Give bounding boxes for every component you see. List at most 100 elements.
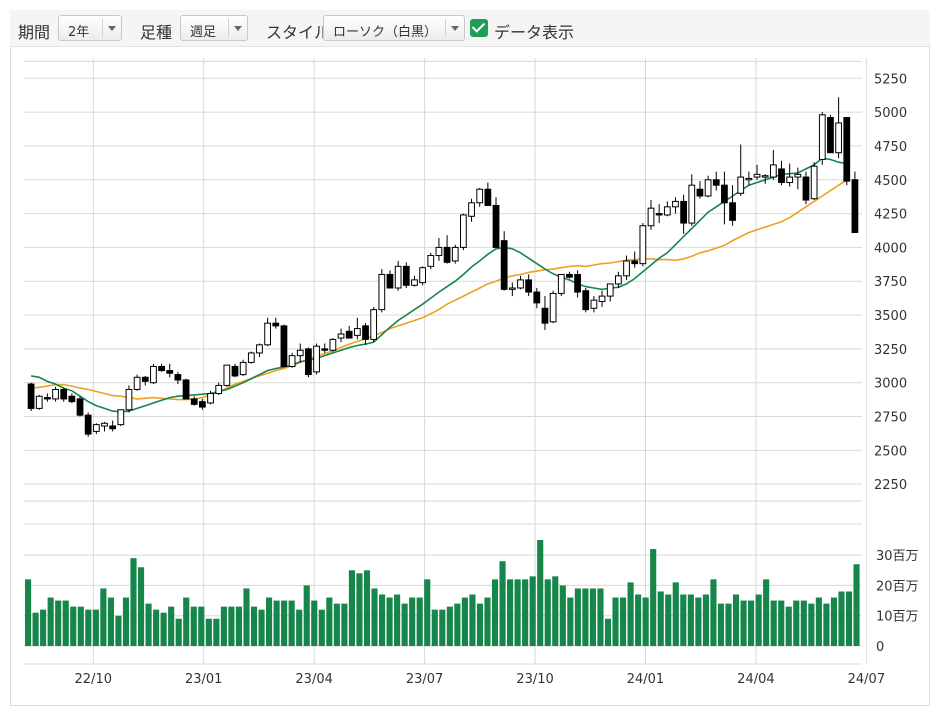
volume-bar	[657, 591, 664, 646]
price-axis-label: 3000	[874, 377, 907, 392]
candle-down	[198, 401, 206, 408]
volume-bar	[153, 609, 160, 646]
volume-bar	[619, 597, 627, 646]
volume-bar	[77, 606, 84, 646]
candle-up	[239, 361, 247, 376]
volume-bar	[567, 597, 574, 646]
candle-down	[802, 176, 810, 201]
candle-down	[84, 414, 92, 435]
candle-down	[190, 398, 198, 405]
volume-bar	[695, 597, 702, 646]
x-axis-label: 22/10	[75, 672, 112, 687]
candle-down	[174, 374, 182, 381]
volume-bar	[160, 612, 167, 646]
volume-bar	[85, 609, 92, 646]
candle-up	[419, 267, 426, 284]
data-display-checkbox[interactable]	[470, 19, 488, 37]
style-select[interactable]: ローソク（白黒）	[323, 15, 465, 41]
candle-up	[663, 206, 671, 216]
price-axis-label: 3500	[874, 309, 907, 324]
candle-down	[631, 260, 639, 265]
candle-down	[345, 330, 353, 339]
candle-up	[427, 255, 435, 267]
volume-axis-label: 30百万	[876, 549, 919, 564]
candle-down	[582, 290, 590, 311]
chevron-down-icon	[445, 19, 464, 37]
volume-bar	[559, 585, 566, 646]
candle-up	[639, 225, 647, 265]
candle-up	[247, 352, 255, 363]
volume-bar	[70, 606, 77, 646]
volume-bar	[190, 606, 197, 646]
candle-up	[647, 207, 655, 227]
candle-up	[508, 287, 516, 290]
x-axis-label: 23/07	[406, 672, 443, 687]
candle-down	[443, 246, 451, 263]
volume-bar	[680, 594, 687, 646]
volume-bar	[469, 594, 476, 646]
candle-up	[353, 328, 361, 336]
volume-bar	[815, 597, 822, 646]
volume-bar	[522, 579, 529, 646]
volume-bar	[431, 609, 438, 646]
volume-bar	[363, 570, 371, 646]
volume-bar	[243, 588, 250, 646]
candle-down	[533, 291, 541, 304]
volume-bar	[461, 597, 468, 646]
candle-up	[411, 279, 418, 286]
volume-bar	[303, 585, 310, 646]
volume-bar	[273, 600, 280, 646]
candle-up	[394, 265, 402, 289]
candle-up	[590, 299, 598, 309]
volume-bar	[130, 558, 137, 646]
candle-down	[402, 265, 410, 286]
volume-bar	[446, 606, 453, 646]
interval-label: 足種	[140, 23, 173, 42]
volume-bar	[175, 618, 182, 646]
volume-bar	[183, 597, 190, 646]
volume-bar	[55, 600, 62, 646]
volume-bar	[220, 606, 227, 646]
volume-bar	[107, 597, 114, 646]
volume-bar	[25, 579, 32, 646]
candle-down	[843, 117, 851, 182]
volume-bar	[386, 597, 393, 646]
volume-bar	[627, 582, 634, 646]
candle-up	[296, 349, 304, 357]
candle-up	[794, 173, 802, 178]
candle-up	[614, 275, 622, 285]
interval-select-value: 週足	[190, 25, 217, 40]
candle-up	[468, 202, 475, 217]
candle-up	[223, 364, 231, 386]
volume-bar	[409, 597, 416, 646]
volume-bar	[394, 594, 401, 646]
volume-bar	[454, 603, 461, 646]
volume-bar	[823, 603, 830, 646]
candle-up	[688, 184, 696, 224]
volume-bar	[800, 600, 807, 646]
price-axis-label: 2500	[874, 444, 907, 459]
candle-up	[476, 188, 484, 204]
chart-toolbar: 期間 2年 足種 週足 スタイル ローソク（白黒） データ表示	[10, 10, 930, 47]
price-axis-label: 3250	[874, 343, 907, 358]
volume-bar	[424, 579, 431, 646]
volume-bar	[32, 612, 39, 646]
volume-bar	[62, 600, 69, 646]
candle-down	[109, 425, 117, 430]
volume-bar	[296, 609, 303, 646]
period-select[interactable]: 2年	[58, 15, 122, 41]
interval-select[interactable]: 週足	[180, 15, 248, 41]
candle-down	[500, 240, 508, 290]
candle-up	[623, 260, 630, 277]
data-display-label[interactable]: データ表示	[494, 23, 575, 42]
volume-bar	[145, 603, 152, 646]
volume-bar	[371, 588, 378, 646]
volume-bar	[122, 597, 130, 646]
candle-up	[460, 214, 467, 248]
volume-bar	[281, 600, 288, 646]
candle-up	[329, 338, 337, 351]
candle-up	[313, 345, 320, 373]
volume-bar	[348, 570, 355, 646]
candle-up	[753, 173, 761, 178]
volume-bar	[597, 588, 604, 646]
